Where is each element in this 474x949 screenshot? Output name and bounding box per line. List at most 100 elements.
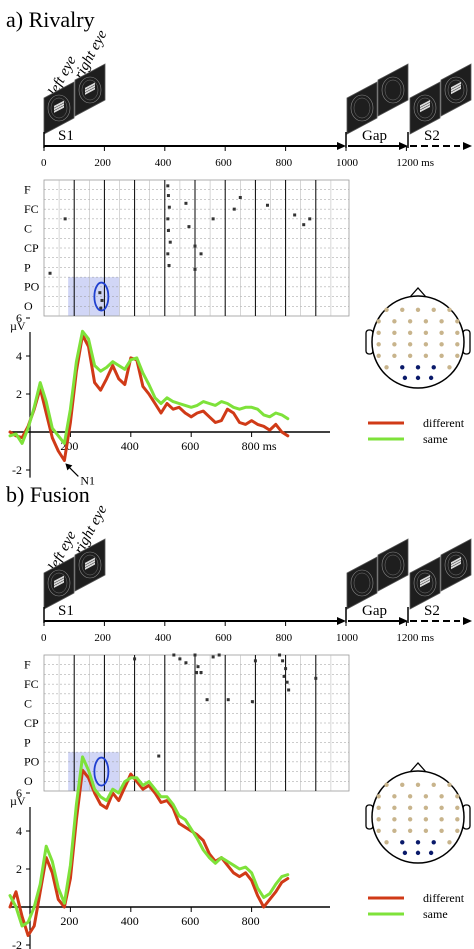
electrode-selected xyxy=(428,375,434,381)
stimulus-ring xyxy=(350,94,374,122)
erp-line-same xyxy=(8,755,290,928)
stimulus-ring xyxy=(353,572,371,594)
panel-title: b) Fusion xyxy=(6,482,90,507)
significance-point xyxy=(193,244,197,248)
stimulus-ring xyxy=(447,79,465,101)
stimulus-ring xyxy=(50,97,68,119)
electrode xyxy=(376,805,381,810)
y-tick-label: 6 xyxy=(16,311,22,325)
row-label: PO xyxy=(24,755,40,769)
electrode xyxy=(384,840,389,845)
electrode xyxy=(455,342,460,347)
stimulus-ring xyxy=(447,554,465,576)
left-eye-stimulus xyxy=(43,556,75,610)
second-stimulus xyxy=(409,556,441,610)
tick-label: 1000 xyxy=(336,632,359,644)
significance-point xyxy=(157,754,161,758)
x-tick-label: 600 xyxy=(181,914,199,928)
electrode xyxy=(392,817,397,822)
electrode xyxy=(431,307,436,312)
row-label: CP xyxy=(24,716,39,730)
electrode xyxy=(455,330,460,335)
electrode xyxy=(423,319,429,324)
tick-label: 200 xyxy=(94,632,111,644)
significance-point xyxy=(253,659,257,663)
erp-line-different xyxy=(8,768,290,937)
significance-point xyxy=(193,267,197,271)
electrode xyxy=(415,782,421,787)
significance-point xyxy=(308,217,312,221)
tick-label: 600 xyxy=(215,157,232,169)
significance-point xyxy=(302,223,306,227)
arrow-head xyxy=(463,142,472,150)
y-tick-label: -2 xyxy=(12,463,22,477)
stimulus-card xyxy=(43,81,75,135)
electrode xyxy=(392,319,397,324)
tick-label: 1000 xyxy=(336,157,359,169)
electrode xyxy=(384,782,389,787)
annotation-label: N1 xyxy=(80,473,95,487)
y-axis-label: µV xyxy=(10,319,26,333)
electrode xyxy=(447,840,452,845)
significance-point xyxy=(232,207,236,211)
grating-stripe xyxy=(451,84,461,92)
grating-stripe xyxy=(54,578,64,586)
stimulus-ring xyxy=(416,97,434,119)
electrode xyxy=(407,353,413,358)
stimulus-ring xyxy=(444,76,468,104)
row-label: PO xyxy=(24,280,40,294)
grating-stripe xyxy=(451,556,461,565)
significance-point xyxy=(187,225,191,229)
electrode xyxy=(384,307,389,312)
x-tick-label: 600 xyxy=(181,439,199,453)
electrode xyxy=(439,353,444,358)
grating-stripe xyxy=(420,574,430,583)
row-label: F xyxy=(24,183,31,197)
electrode xyxy=(423,342,429,347)
significance-point xyxy=(193,653,197,657)
stimulus-card xyxy=(74,63,106,117)
electrode xyxy=(376,817,381,822)
y-tick-label: 4 xyxy=(16,824,22,838)
electrode xyxy=(455,805,460,810)
significance-point xyxy=(250,700,254,704)
significance-point xyxy=(285,680,289,684)
stimulus-card xyxy=(43,556,75,610)
tick-label: 400 xyxy=(155,632,172,644)
grating-stripe xyxy=(54,100,64,108)
significance-point xyxy=(284,667,288,671)
grating-stripe xyxy=(54,580,64,588)
electrode xyxy=(407,805,413,810)
tick-label: 800 xyxy=(276,157,293,169)
stimulus-ring xyxy=(353,97,371,119)
gap-stimulus xyxy=(346,81,378,135)
stimulus-card xyxy=(346,556,378,610)
stimulus-card xyxy=(377,63,409,117)
electrode-selected xyxy=(400,365,405,370)
significance-point xyxy=(167,205,171,209)
head-map xyxy=(365,287,471,389)
second-stimulus xyxy=(409,81,441,135)
electrode xyxy=(392,330,397,335)
row-label: CP xyxy=(24,241,39,255)
electrode-selected xyxy=(415,365,421,370)
arrow-head xyxy=(337,617,346,625)
nose xyxy=(409,762,427,773)
grating-stripe xyxy=(420,102,430,110)
y-tick-label: 4 xyxy=(16,349,22,363)
significance-point xyxy=(99,306,103,310)
electrode xyxy=(376,353,381,358)
grating-stripe xyxy=(451,86,461,95)
raster-plot: F FC C CP P PO O xyxy=(24,179,350,317)
electrode xyxy=(439,342,444,347)
electrode xyxy=(384,365,389,370)
electrode xyxy=(423,794,429,799)
significance-point xyxy=(63,217,67,221)
grating-stripe xyxy=(420,99,430,108)
phase-label: S2 xyxy=(424,128,440,144)
electrode-selected xyxy=(415,840,421,845)
arrow-head xyxy=(463,617,472,625)
grating-stripe xyxy=(451,559,461,567)
